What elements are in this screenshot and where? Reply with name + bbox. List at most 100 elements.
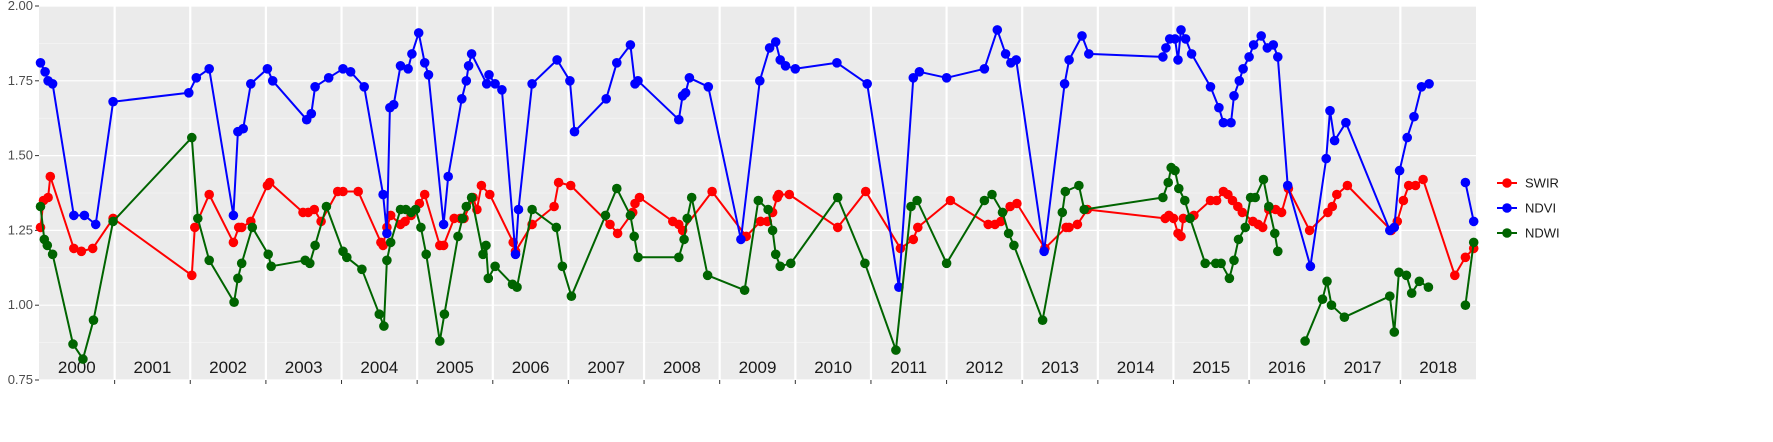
ndvi-point [790,64,801,74]
ndvi-point [992,25,1003,35]
ndvi-point [513,204,524,215]
y-tick-label: 2.00 [8,0,33,13]
ndvi-point [1341,117,1351,128]
swir-point [1332,189,1342,200]
swir-point [983,219,993,230]
swir-point [264,177,275,188]
ndvi-point [490,79,500,89]
ndwi-point [1233,234,1244,245]
ndvi-point [191,73,202,83]
ndvi-point [262,64,273,74]
ndwi-point [1317,294,1328,305]
swir-point [565,180,576,191]
ndvi-point [703,82,714,92]
swir-point [755,216,766,227]
ndvi-point [612,58,622,68]
ndvi-point [674,114,684,125]
swir-point [419,189,430,200]
ndwi-point [557,261,568,272]
year-label: 2001 [134,358,172,377]
swir-point [1450,270,1460,281]
ndwi-point [629,231,639,242]
ndwi-point [416,222,426,233]
swir-point [1342,180,1353,191]
ndvi-point [1389,222,1400,233]
swir-point [485,189,495,200]
ndwi-point [763,204,773,215]
ndvi-point [1218,117,1229,128]
ndvi-point [395,61,406,71]
ndvi-point [684,73,695,83]
year-labels: 2000 2001 2002 2003 2004 2005 2006 2007 2008 2009… [58,358,1457,377]
ndvi-point [1402,132,1412,143]
swir-point [43,192,53,203]
swir-point [945,195,956,206]
ndvi-point [680,88,691,98]
ndvi-point [601,94,611,104]
ndwi-point [527,204,537,215]
ndvi-point [832,58,842,68]
swir-point [1327,201,1338,212]
ndvi-point [736,234,746,245]
ndwi-point [1401,270,1412,281]
ndwi-point [321,201,332,212]
ndvi-point [1248,40,1259,50]
ndwi-point [1079,204,1089,215]
ndwi-point [1200,258,1210,269]
ndvi-point [1158,52,1168,62]
ndwi-point [1264,201,1274,212]
ndwi-point [997,207,1008,218]
swir-point [913,222,923,233]
year-label: 2011 [890,358,927,377]
ndvi-point [35,58,46,68]
ndwi-point [906,201,916,212]
ndvi-point [204,64,214,74]
swir-point [1403,180,1414,191]
ndvi-point [388,99,399,110]
ndwi-point [1300,336,1310,346]
swir-point [553,177,564,188]
ndwi-point [385,237,396,248]
ndwi-point [421,249,432,260]
ndvi-point [1173,55,1183,65]
ndwi-point [1460,300,1471,311]
ndwi-point [410,204,421,215]
ndvi-point [419,58,430,68]
legend-label-ndvi: NDVI [1525,201,1556,216]
swir-point [832,222,843,233]
ndwi-point [35,201,46,212]
year-label: 2010 [814,358,852,377]
year-label: 2006 [512,358,550,377]
ndvi-point [1234,76,1245,86]
ndvi-point [1460,177,1471,188]
ndvi-point [1180,34,1191,44]
swir-point [1176,231,1186,242]
year-label: 2002 [209,358,247,377]
ndvi-point [1161,43,1171,53]
ndvi-point [323,73,334,83]
ndwi-point [682,213,692,224]
ndwi-point [1385,291,1395,302]
swir-point [204,189,214,200]
swir-point [1460,252,1471,263]
legend-key-point-ndvi [1502,203,1512,213]
swir-point [438,240,449,251]
ndwi-point [633,252,643,263]
swir-point [476,180,487,191]
swir-point [338,186,348,197]
year-label: 2008 [663,358,701,377]
ndwi-point [1423,282,1434,293]
y-axis: 0.75 1.00 1.25 1.50 1.75 2.00 [8,0,39,387]
series-ndvi [35,25,1479,293]
ndwi-line [1464,242,1475,306]
ndvi-point [1416,82,1427,92]
ndwi-point [1339,312,1350,323]
swir-point [612,228,623,239]
ndvi-point [565,76,575,86]
ndwi-point [1163,177,1173,188]
ndwi-point [47,249,58,260]
ndvi-point [378,189,388,200]
swir-point [860,186,871,197]
swir-point [707,186,717,197]
legend: SWIR NDVI NDWI [1497,176,1560,241]
